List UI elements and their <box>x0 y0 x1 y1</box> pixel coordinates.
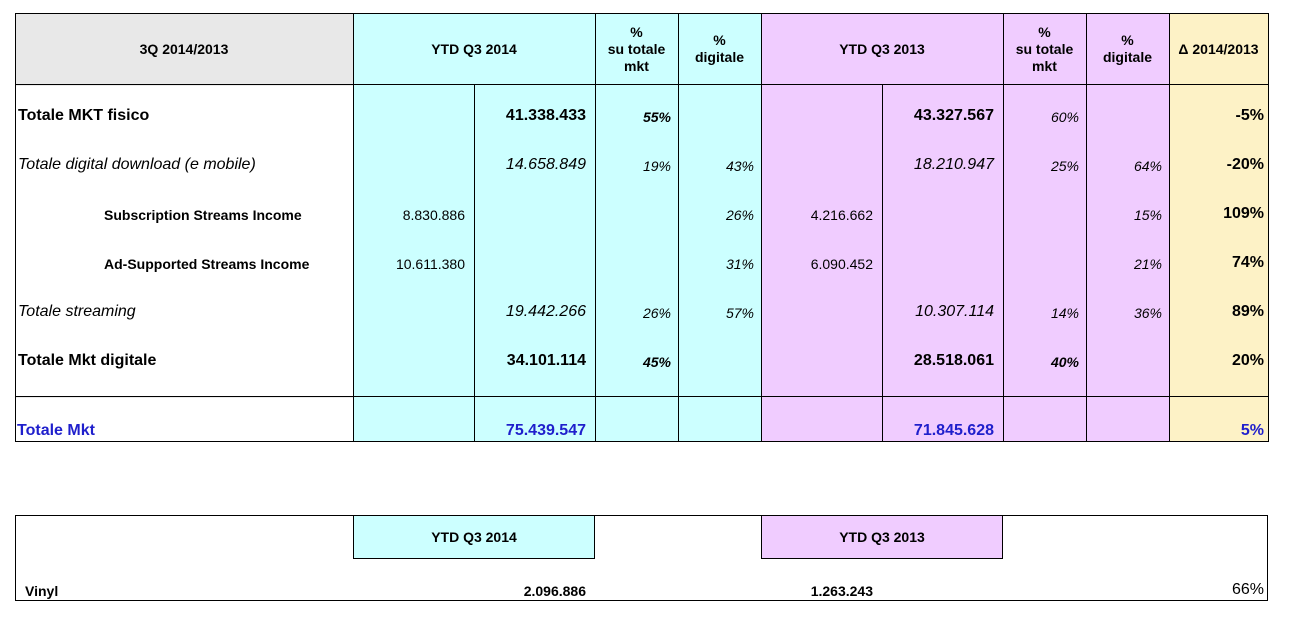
total-delta: 5% <box>1240 422 1264 439</box>
pct-digital-2013: 15% <box>1133 207 1162 223</box>
total-2013: 18.210.947 <box>913 156 994 173</box>
pct-digital-2014: 43% <box>725 158 754 174</box>
header-pct-digital-2013: % digitale <box>1102 32 1152 65</box>
pct-total-2013: 25% <box>1050 158 1079 174</box>
pct-total-2013: 60% <box>1050 109 1079 125</box>
row-label: Totale streaming <box>18 303 136 320</box>
delta: -5% <box>1235 107 1264 124</box>
vinyl-value-2014: 2.096.886 <box>523 583 586 599</box>
vinyl-value-2013: 1.263.243 <box>810 583 873 599</box>
pct-total-2014: 45% <box>642 354 671 370</box>
row-label: Totale MKT fisico <box>18 107 150 124</box>
row-label: Ad-Supported Streams Income <box>104 256 310 272</box>
pct-total-2014: 55% <box>642 109 671 125</box>
header-ytd-2013: YTD Q3 2013 <box>839 40 925 57</box>
delta: 109% <box>1223 205 1264 222</box>
pct-total-2014: 26% <box>642 305 671 321</box>
vinyl-header-ytd-2014: YTD Q3 2014 <box>431 529 517 545</box>
vinyl-header-ytd-2013: YTD Q3 2013 <box>839 529 925 545</box>
total-2013: 71.845.628 <box>913 422 994 439</box>
sub-2014: 8.830.886 <box>402 207 465 223</box>
header-ytd-2014: YTD Q3 2014 <box>431 40 517 57</box>
pct-digital-2014: 57% <box>725 305 754 321</box>
pct-total-2013: 40% <box>1050 354 1079 370</box>
sub-2014: 10.611.380 <box>395 256 465 272</box>
total-label: Totale Mkt <box>17 422 95 439</box>
delta: 89% <box>1231 303 1264 320</box>
header-pct-digital-2014: % digitale <box>694 32 744 65</box>
total-2013: 43.327.567 <box>913 107 994 124</box>
sub-2013: 4.216.662 <box>810 207 873 223</box>
row-label: Subscription Streams Income <box>104 207 302 223</box>
total-2014: 19.442.266 <box>505 303 586 320</box>
total-2014: 34.101.114 <box>506 352 586 369</box>
header-delta: Δ 2014/2013 <box>1178 40 1259 57</box>
row-label: Totale Mkt digitale <box>18 352 157 369</box>
vinyl-label: Vinyl <box>25 583 59 599</box>
total-2014: 75.439.547 <box>505 422 586 439</box>
delta: 20% <box>1231 352 1264 369</box>
total-2014: 14.658.849 <box>505 156 586 173</box>
header-period: 3Q 2014/2013 <box>139 40 229 57</box>
pct-digital-2013: 64% <box>1133 158 1162 174</box>
pct-total-2014: 19% <box>642 158 671 174</box>
vinyl-pct: 66% <box>1231 581 1264 598</box>
total-2013: 10.307.114 <box>915 303 994 320</box>
pct-digital-2014: 31% <box>725 256 754 272</box>
header-pct-total-2014: % su totale mkt <box>607 23 666 74</box>
delta: -20% <box>1226 156 1264 173</box>
pct-digital-2014: 26% <box>725 207 754 223</box>
sub-2013: 6.090.452 <box>810 256 873 272</box>
delta: 74% <box>1231 254 1264 271</box>
total-2014: 41.338.433 <box>505 107 586 124</box>
total-2013: 28.518.061 <box>913 352 994 369</box>
pct-digital-2013: 21% <box>1133 256 1162 272</box>
pct-digital-2013: 36% <box>1133 305 1162 321</box>
pct-total-2013: 14% <box>1050 305 1079 321</box>
row-label: Totale digital download (e mobile) <box>18 156 256 173</box>
header-pct-total-2013: % su totale mkt <box>1015 23 1074 74</box>
